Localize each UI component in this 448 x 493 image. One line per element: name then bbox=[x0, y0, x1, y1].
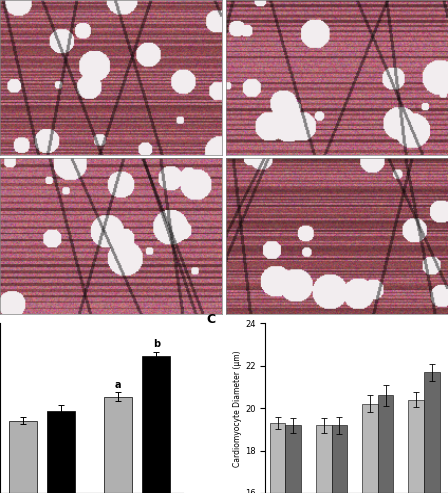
Bar bbox=[378, 395, 393, 493]
Bar bbox=[270, 423, 285, 493]
Bar bbox=[409, 400, 424, 493]
Bar bbox=[424, 372, 439, 493]
Bar bbox=[332, 425, 347, 493]
Bar bbox=[316, 425, 332, 493]
Bar bbox=[362, 404, 378, 493]
Text: a: a bbox=[115, 380, 121, 390]
Bar bbox=[104, 397, 132, 493]
Y-axis label: Cardiomyocyte Diameter (μm): Cardiomyocyte Diameter (μm) bbox=[233, 350, 242, 466]
Bar bbox=[47, 411, 75, 493]
Bar bbox=[285, 425, 301, 493]
Text: b: b bbox=[153, 339, 160, 350]
Text: C: C bbox=[207, 313, 216, 326]
Bar bbox=[142, 356, 171, 493]
Bar bbox=[9, 421, 37, 493]
